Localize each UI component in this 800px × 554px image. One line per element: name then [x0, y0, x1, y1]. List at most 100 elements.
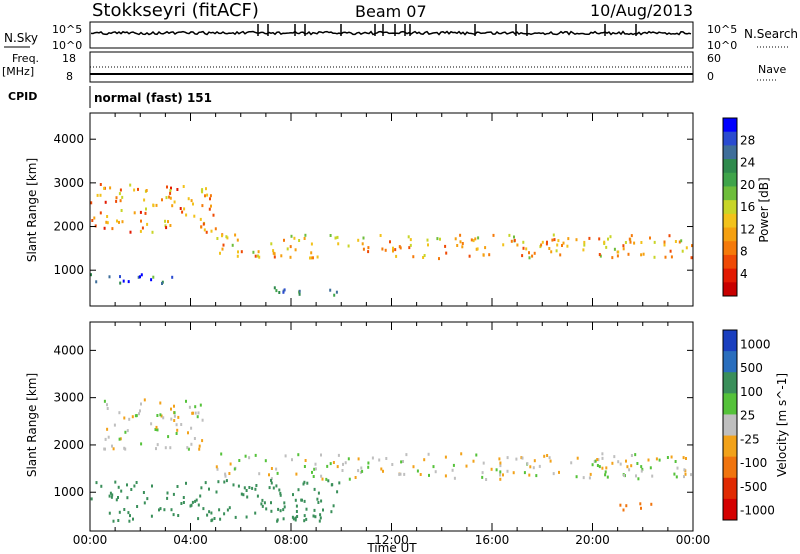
echo-cell: [637, 477, 640, 481]
colorbar-tick-label: -500: [740, 480, 767, 494]
echo-cell: [204, 194, 206, 198]
echo-cell: [561, 244, 563, 247]
echo-cell: [476, 247, 479, 251]
echo-cell: [459, 240, 462, 244]
echo-cell: [115, 199, 118, 203]
echo-cell: [222, 243, 225, 247]
echo-cell: [169, 196, 172, 200]
echo-cell: [422, 256, 425, 259]
echo-cell: [295, 472, 298, 476]
echo-cell: [221, 234, 223, 238]
echo-cell: [273, 286, 276, 290]
echo-cell: [357, 469, 360, 473]
echo-cell: [289, 255, 292, 259]
echo-cell: [538, 464, 541, 468]
echo-cell: [90, 201, 93, 205]
echo-cell: [137, 275, 140, 279]
echo-cell: [320, 474, 323, 478]
echo-cell: [367, 465, 370, 469]
echo-cell: [183, 207, 186, 211]
echo-cell: [172, 492, 175, 496]
echo-cell: [169, 191, 172, 195]
echo-cell: [293, 236, 296, 240]
echo-cell: [583, 240, 586, 244]
echo-cell: [482, 461, 485, 465]
echo-cell: [439, 237, 441, 241]
echo-cell: [187, 447, 190, 451]
echo-cell: [392, 246, 394, 250]
echo-cell: [240, 492, 243, 496]
echo-cell: [111, 444, 113, 448]
colorbar-tick-label: 20: [740, 178, 755, 192]
echo-cell: [674, 240, 677, 243]
echo-cell: [210, 511, 213, 515]
echo-cell: [528, 251, 530, 255]
nave-tick-top: 60: [707, 52, 721, 65]
nsky-label: N.Sky: [4, 31, 38, 45]
velocity-heatmap: [90, 398, 692, 523]
echo-cell: [136, 505, 139, 508]
echo-cell: [139, 229, 142, 233]
echo-cell: [306, 481, 309, 485]
echo-cell: [106, 427, 109, 431]
echo-cell: [173, 419, 176, 422]
echo-cell: [556, 243, 559, 247]
echo-cell: [444, 474, 447, 478]
echo-cell: [126, 429, 129, 433]
echo-cell: [622, 508, 625, 512]
echo-cell: [472, 239, 475, 243]
echo-cell: [170, 508, 173, 512]
echo-cell: [185, 213, 188, 217]
echo-cell: [403, 472, 406, 476]
echo-cell: [170, 407, 172, 411]
colorbar-swatch: [723, 435, 737, 458]
echo-cell: [119, 275, 121, 279]
echo-cell: [451, 468, 454, 472]
echo-cell: [428, 473, 430, 477]
echo-cell: [492, 233, 495, 237]
echo-cell: [485, 478, 488, 481]
echo-cell: [691, 244, 693, 248]
echo-cell: [223, 512, 226, 516]
echo-cell: [599, 254, 602, 258]
echo-cell: [604, 473, 607, 477]
echo-cell: [162, 416, 165, 420]
echo-cell: [276, 519, 279, 523]
echo-cell: [124, 430, 127, 434]
echo-cell: [173, 404, 175, 408]
echo-cell: [336, 465, 339, 469]
echo-cell: [389, 240, 391, 244]
echo-cell: [330, 483, 333, 487]
echo-cell: [270, 478, 272, 482]
echo-cell: [427, 243, 429, 247]
echo-cell: [640, 465, 643, 469]
echo-cell: [522, 240, 525, 244]
power-colorbar: 4 8 12 16 20 24 28: [722, 117, 755, 297]
echo-cell: [601, 466, 604, 470]
echo-cell: [264, 459, 267, 463]
echo-cell: [291, 458, 293, 462]
echo-cell: [129, 230, 132, 234]
echo-cell: [327, 479, 330, 483]
echo-cell: [395, 254, 398, 258]
echo-cell: [256, 254, 259, 258]
x-tick-label: 00:00: [676, 533, 711, 547]
echo-cell: [220, 452, 223, 456]
echo-cell: [506, 469, 509, 473]
echo-cell: [139, 275, 141, 279]
echo-cell: [461, 242, 464, 245]
echo-cell: [202, 507, 205, 511]
echo-cell: [611, 256, 614, 260]
echo-cell: [204, 481, 207, 485]
echo-cell: [112, 519, 115, 523]
echo-cell: [245, 489, 248, 492]
echo-cell: [670, 255, 673, 259]
freq-label: Freq.: [12, 52, 39, 65]
echo-cell: [185, 399, 187, 403]
echo-cell: [165, 226, 168, 230]
echo-cell: [173, 411, 176, 415]
echo-cell: [140, 219, 142, 223]
echo-cell: [362, 247, 365, 251]
echo-cell: [598, 237, 601, 241]
